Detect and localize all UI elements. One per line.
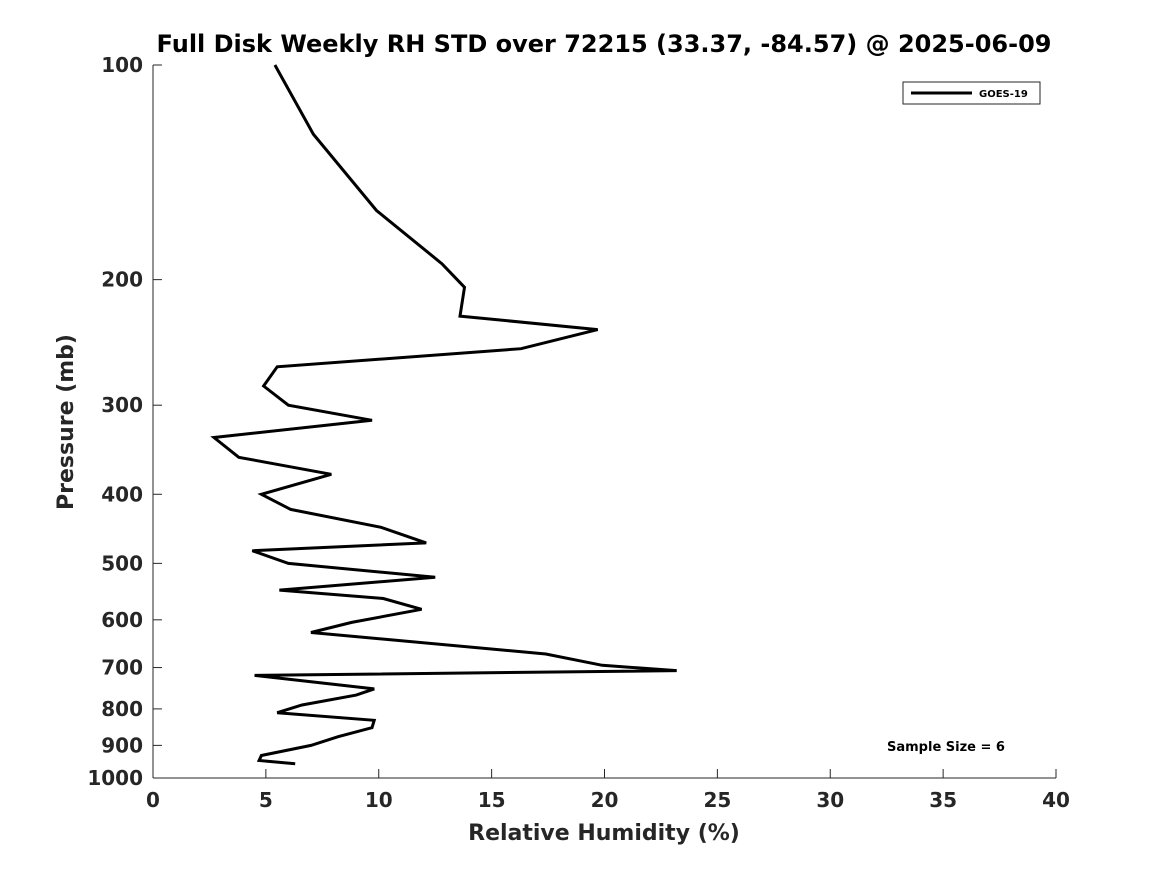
- chart-title: Full Disk Weekly RH STD over 72215 (33.3…: [157, 30, 1052, 58]
- y-tick-label: 300: [101, 393, 143, 417]
- x-tick-label: 5: [259, 788, 273, 812]
- y-tick-label: 200: [101, 268, 143, 292]
- x-tick-label: 10: [365, 788, 393, 812]
- y-tick-label: 1000: [87, 766, 143, 790]
- x-tick-label: 20: [591, 788, 619, 812]
- x-tick-label: 35: [929, 788, 957, 812]
- y-tick-label: 900: [101, 733, 143, 757]
- y-tick-label: 800: [101, 697, 143, 721]
- x-axis-label: Relative Humidity (%): [468, 821, 740, 846]
- series-group: [210, 64, 677, 766]
- x-tick-label: 40: [1042, 788, 1070, 812]
- y-tick-label: 400: [101, 482, 143, 506]
- x-tick-label: 25: [703, 788, 731, 812]
- legend: GOES-19: [902, 81, 1041, 105]
- y-tick-label: 700: [101, 656, 143, 680]
- y-tick-label: 100: [101, 53, 143, 77]
- axes: 0 5 10 15 20 25 30 35 40 100 200 300 400 500 600 700 800…: [87, 53, 1070, 812]
- legend-entry-label: GOES-19: [979, 89, 1028, 100]
- x-tick-label: 30: [816, 788, 844, 812]
- x-tick-label: 0: [146, 788, 160, 812]
- y-axis-label: Pressure (mb): [54, 334, 79, 510]
- y-tick-label: 500: [101, 551, 143, 575]
- sample-size-annotation: Sample Size = 6: [887, 740, 1005, 755]
- series-line-goes-19: [210, 64, 677, 766]
- x-tick-label: 15: [478, 788, 506, 812]
- y-tick-label: 600: [101, 608, 143, 632]
